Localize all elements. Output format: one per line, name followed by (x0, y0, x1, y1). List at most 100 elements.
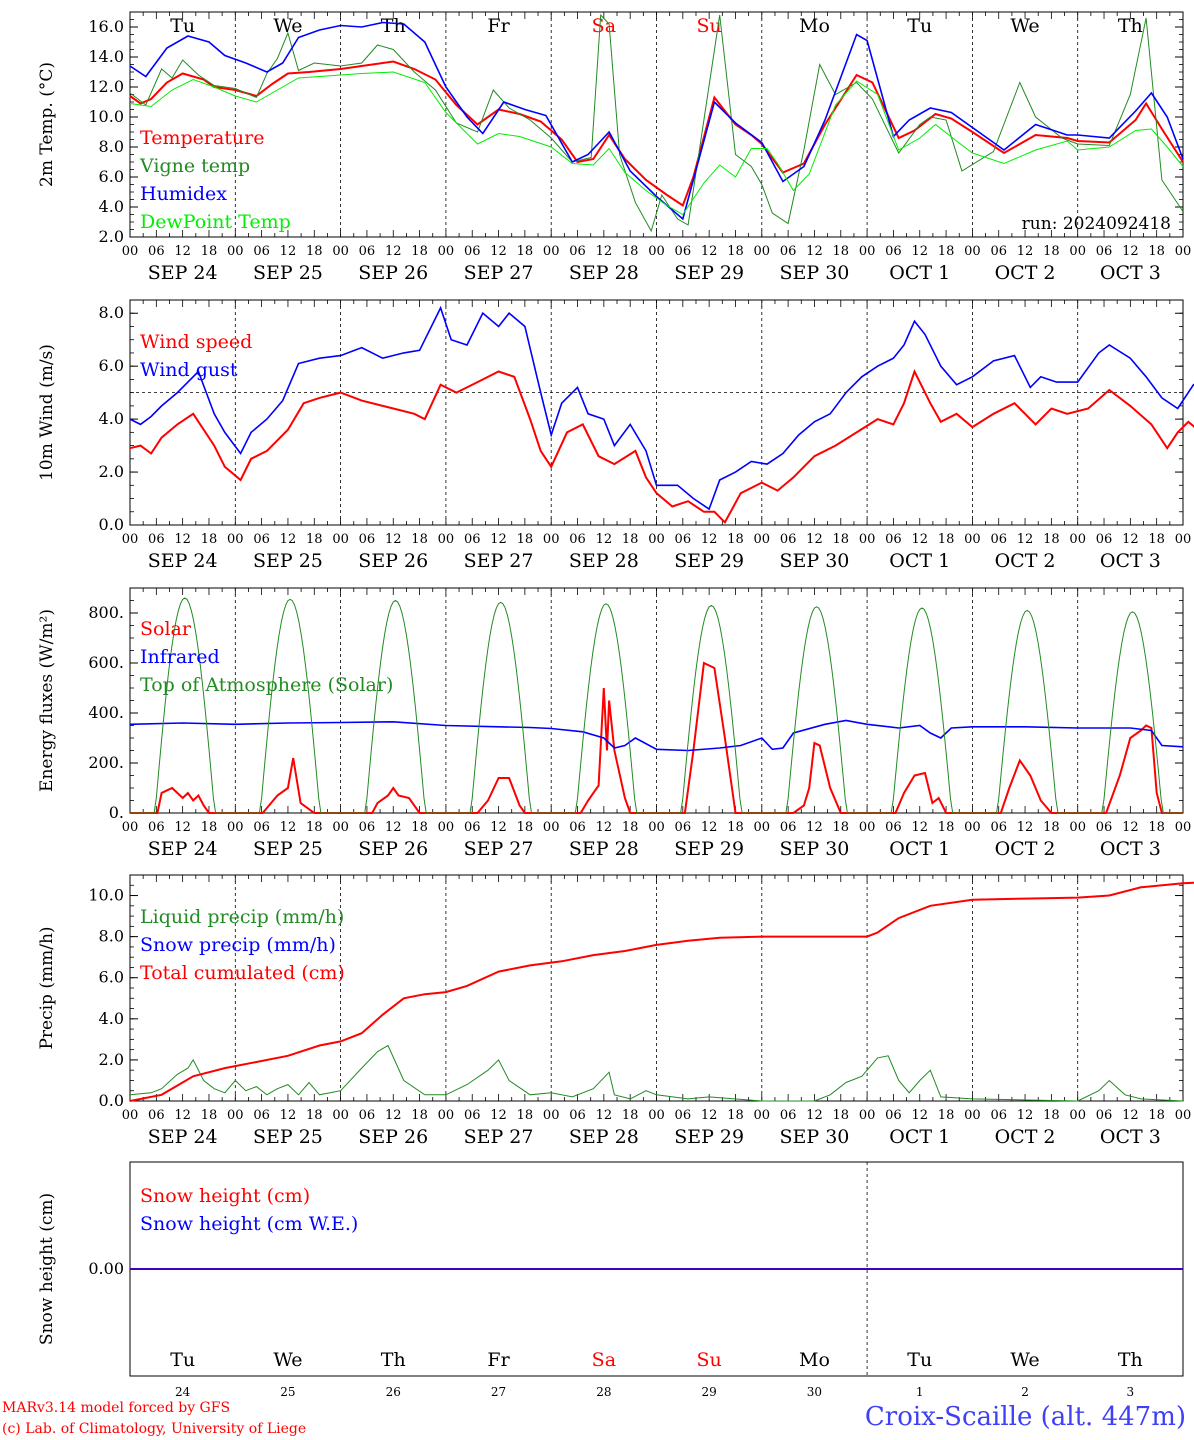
day-number: 2 (1021, 1385, 1029, 1399)
hour-tick-label: 00 (122, 820, 139, 835)
hour-tick-label: 18 (517, 1108, 534, 1123)
hour-tick-label: 18 (517, 244, 534, 259)
y-tick-label: 2.0 (99, 462, 124, 481)
hour-tick-label: 06 (253, 1108, 270, 1123)
run-label: run: 2024092418 (1022, 214, 1171, 234)
hour-tick-label: 12 (280, 244, 297, 259)
date-label: SEP 24 (148, 1126, 218, 1148)
hour-tick-label: 06 (1096, 1108, 1113, 1123)
day-name: Th (1118, 15, 1143, 37)
credits-line-1: MARv3.14 model forced by GFS (2, 1400, 231, 1416)
hour-tick-label: 00 (332, 532, 349, 547)
hour-tick-label: 12 (174, 532, 191, 547)
hour-tick-label: 12 (490, 532, 507, 547)
hour-tick-label: 00 (438, 820, 455, 835)
hour-tick-label: 18 (201, 244, 218, 259)
day-name: Th (1118, 1349, 1143, 1371)
date-label: SEP 26 (358, 262, 428, 284)
hour-tick-label: 00 (122, 244, 139, 259)
hour-tick-label: 06 (885, 1108, 902, 1123)
hour-tick-label: 06 (359, 532, 376, 547)
y-tick-label: 16.0 (88, 17, 124, 36)
y-axis-label: 2m Temp. (°C) (37, 62, 57, 187)
day-name: We (1010, 15, 1039, 37)
hour-tick-label: 00 (332, 820, 349, 835)
hour-tick-label: 00 (859, 1108, 876, 1123)
hour-tick-label: 00 (859, 820, 876, 835)
y-tick-label: 600. (88, 653, 124, 672)
hour-tick-label: 06 (780, 532, 797, 547)
day-name: Th (381, 1349, 406, 1371)
y-tick-label: 8.0 (99, 303, 124, 322)
hour-tick-label: 00 (1069, 1108, 1086, 1123)
hour-tick-label: 12 (490, 244, 507, 259)
y-tick-label: 2.0 (99, 227, 124, 246)
panel-energy: 0. 200. 400. 600. 800. Energy fluxes (W/m²) 00… (37, 587, 1191, 860)
hour-tick-label: 18 (833, 1108, 850, 1123)
date-label: SEP 30 (780, 550, 850, 572)
hour-tick-label: 00 (227, 244, 244, 259)
day-name: Su (697, 1349, 722, 1371)
legend-entry: Solar (140, 618, 192, 640)
hour-tick-label: 18 (727, 532, 744, 547)
y-tick-label: 0. (109, 803, 124, 822)
hour-tick-label: 12 (1017, 820, 1034, 835)
hour-tick-label: 12 (280, 820, 297, 835)
date-label: SEP 29 (674, 838, 744, 860)
day-name: Mo (799, 1349, 830, 1371)
date-label: OCT 2 (995, 550, 1056, 572)
hour-tick-label: 00 (1069, 820, 1086, 835)
hour-tick-label: 12 (174, 244, 191, 259)
date-label: SEP 27 (464, 838, 534, 860)
hour-tick-label: 00 (332, 1108, 349, 1123)
series-line (129, 1044, 1184, 1102)
day-name: We (1010, 1349, 1039, 1371)
series-line (129, 305, 1194, 511)
date-label: OCT 3 (1100, 838, 1161, 860)
hour-tick-label: 00 (754, 532, 771, 547)
hour-tick-label: 18 (1148, 820, 1165, 835)
day-number: 3 (1127, 1385, 1135, 1399)
day-name: Mo (799, 15, 830, 37)
hour-tick-label: 12 (1017, 244, 1034, 259)
hour-tick-label: 12 (806, 532, 823, 547)
series-line (130, 661, 1183, 814)
hour-tick-label: 18 (727, 1108, 744, 1123)
hour-tick-label: 18 (1043, 244, 1060, 259)
hour-tick-label: 12 (701, 244, 718, 259)
y-tick-label: 8.0 (99, 927, 124, 946)
y-tick-label: 6.0 (99, 968, 124, 987)
y-tick-label: 6.0 (99, 167, 124, 186)
date-label: SEP 29 (674, 262, 744, 284)
hour-tick-label: 00 (648, 1108, 665, 1123)
plot-frame (129, 11, 1184, 238)
hour-tick-label: 18 (1148, 532, 1165, 547)
day-name: Tu (170, 1349, 195, 1371)
hour-tick-label: 18 (938, 532, 955, 547)
day-number: 30 (807, 1385, 822, 1399)
hour-tick-label: 18 (517, 820, 534, 835)
hour-tick-label: 06 (990, 1108, 1007, 1123)
hour-tick-label: 12 (911, 1108, 928, 1123)
hour-tick-label: 12 (1122, 244, 1139, 259)
y-tick-label: 6.0 (99, 356, 124, 375)
hour-tick-label: 12 (1122, 820, 1139, 835)
hour-tick-label: 06 (464, 1108, 481, 1123)
date-label: SEP 26 (358, 838, 428, 860)
legend-entry: Temperature (140, 127, 264, 149)
hour-tick-label: 18 (833, 532, 850, 547)
hour-tick-label: 06 (359, 244, 376, 259)
date-label: OCT 1 (889, 838, 950, 860)
date-label: SEP 28 (569, 1126, 639, 1148)
hour-tick-label: 00 (648, 532, 665, 547)
hour-tick-label: 06 (148, 532, 165, 547)
date-label: OCT 3 (1100, 262, 1161, 284)
y-tick-label: 200. (88, 753, 124, 772)
date-label: SEP 25 (253, 550, 323, 572)
hour-tick-label: 06 (464, 244, 481, 259)
date-label: OCT 2 (995, 838, 1056, 860)
hour-tick-label: 00 (227, 1108, 244, 1123)
legend-entry: Vigne temp (139, 155, 250, 177)
y-tick-label: 800. (88, 603, 124, 622)
hour-tick-label: 12 (806, 244, 823, 259)
